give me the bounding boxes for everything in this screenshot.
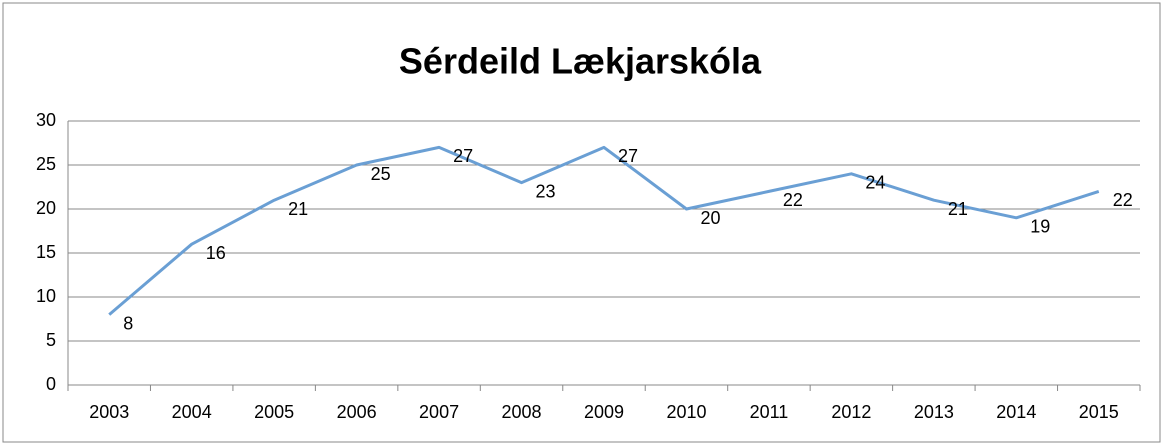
chart-title: Sérdeild Lækjarskóla — [399, 41, 762, 82]
data-label: 8 — [123, 313, 133, 333]
data-label: 21 — [288, 199, 308, 219]
data-label: 27 — [453, 146, 473, 166]
y-tick-label: 15 — [36, 242, 56, 262]
data-label: 19 — [1030, 217, 1050, 237]
data-label: 22 — [783, 190, 803, 210]
x-tick-label: 2010 — [666, 402, 706, 422]
y-tick-label: 5 — [46, 330, 56, 350]
x-tick-label: 2004 — [172, 402, 212, 422]
data-label: 22 — [1113, 190, 1133, 210]
y-tick-label: 10 — [36, 286, 56, 306]
data-label: 23 — [536, 181, 556, 201]
x-tick-label: 2006 — [337, 402, 377, 422]
y-tick-label: 20 — [36, 198, 56, 218]
data-label: 27 — [618, 146, 638, 166]
x-tick-label: 2012 — [831, 402, 871, 422]
x-tick-label: 2013 — [914, 402, 954, 422]
data-label: 25 — [371, 164, 391, 184]
x-tick-label: 2009 — [584, 402, 624, 422]
y-tick-label: 0 — [46, 374, 56, 394]
x-tick-label: 2005 — [254, 402, 294, 422]
x-tick-label: 2008 — [502, 402, 542, 422]
x-tick-label: 2014 — [996, 402, 1036, 422]
y-tick-label: 30 — [36, 110, 56, 130]
data-label: 20 — [700, 208, 720, 228]
data-label: 16 — [206, 243, 226, 263]
x-tick-label: 2007 — [419, 402, 459, 422]
x-tick-label: 2003 — [89, 402, 129, 422]
y-tick-label: 25 — [36, 154, 56, 174]
x-tick-label: 2011 — [750, 402, 789, 422]
line-series — [108, 145, 1100, 316]
x-tick-label: 2015 — [1079, 402, 1119, 422]
data-label: 21 — [948, 199, 968, 219]
data-label: 24 — [865, 173, 885, 193]
